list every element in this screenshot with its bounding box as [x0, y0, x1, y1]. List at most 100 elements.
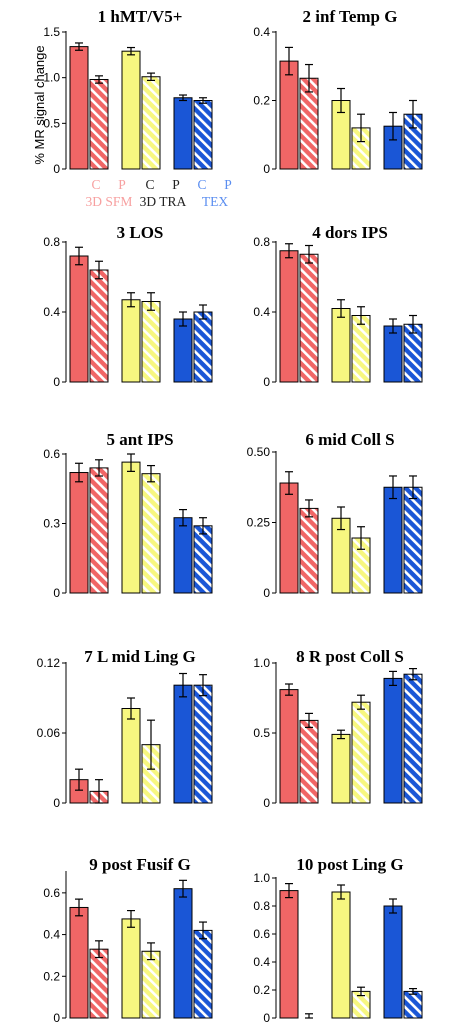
legend-code: P [118, 177, 126, 192]
bar-3d-sfm-p [299, 507, 319, 594]
y-tick-label: 0 [53, 796, 60, 810]
bar-tex-p [193, 684, 213, 804]
y-tick-label: 0.4 [253, 305, 270, 319]
legend-code: C [145, 177, 154, 192]
bar-3d-tra-p [141, 301, 161, 383]
bar-3d-tra-c [121, 461, 141, 594]
bar-3d-tra-p [141, 473, 161, 594]
y-tick-label: 0.50 [247, 445, 271, 459]
bar-3d-tra-c [331, 308, 351, 383]
y-tick-label: 0 [263, 375, 270, 389]
bar-3d-sfm-c [279, 689, 299, 804]
panel-5: 5 ant IPS 0 0.3 0.6 [43, 430, 213, 600]
y-axis-label: % MR signal change [32, 45, 47, 164]
legend-group: 3D TRA [140, 194, 187, 209]
bar-3d-sfm-p [89, 467, 109, 594]
legend-group: TEX [202, 194, 228, 209]
y-tick-label: 0.8 [43, 235, 60, 249]
bar-3d-tra-c [121, 918, 141, 1019]
legend-group: 3D SFM [86, 194, 133, 209]
panel-title: 3 LOS [117, 223, 164, 242]
bar-tex-p [403, 486, 423, 594]
bar-tex-p [193, 311, 213, 383]
panel-title: 2 inf Temp G [303, 7, 398, 26]
panel-title: 4 dors IPS [312, 223, 388, 242]
bar-3d-tra-p [351, 315, 371, 383]
panel-8: 8 R post Coll S 0 0.5 1.0 [253, 647, 423, 810]
panels: 1 hMT/V5+ 0 0.5 1.0 1.5 2 inf Temp G 0 0.2 0.4 3 … [37, 7, 423, 1025]
bar-3d-tra-c [121, 299, 141, 383]
bar-3d-tra-c [331, 891, 351, 1019]
legend-code: C [91, 177, 100, 192]
panel-title: 7 L mid Ling G [84, 647, 195, 666]
y-tick-label: 0.6 [43, 886, 60, 900]
legend: C P C P C P 3D SFM 3D TRA TEX [86, 177, 232, 209]
y-tick-label: 1.0 [43, 71, 60, 85]
bar-tex-c [173, 888, 193, 1019]
bar-tex-c [173, 97, 193, 170]
bar-tex-p [193, 929, 213, 1019]
y-tick-label: 0.4 [43, 928, 60, 942]
y-tick-label: 0.2 [253, 94, 270, 108]
legend-code: P [224, 177, 232, 192]
y-tick-label: 0.4 [253, 955, 270, 969]
bar-tex-c [383, 325, 403, 383]
bar-tex-p [193, 525, 213, 594]
y-tick-label: 0.8 [253, 235, 270, 249]
bar-3d-sfm-p [299, 719, 319, 804]
bar-tex-c [173, 517, 193, 594]
y-tick-label: 0.8 [253, 899, 270, 913]
y-tick-label: 0.06 [37, 726, 61, 740]
panel-7: 7 L mid Ling G 0 0.06 0.12 [37, 647, 213, 810]
y-tick-label: 0.6 [43, 447, 60, 461]
y-tick-label: 0.2 [43, 969, 60, 983]
y-tick-label: 0.12 [37, 656, 61, 670]
y-tick-label: 0.4 [253, 25, 270, 39]
y-tick-label: 0 [53, 586, 60, 600]
bar-tex-c [383, 905, 403, 1019]
panel-1: 1 hMT/V5+ 0 0.5 1.0 1.5 [43, 7, 213, 176]
y-tick-label: 0.2 [253, 983, 270, 997]
bar-tex-p [403, 673, 423, 804]
y-tick-label: 0.6 [253, 927, 270, 941]
panel-title: 10 post Ling G [296, 855, 403, 874]
bar-3d-sfm-c [69, 906, 89, 1019]
bar-tex-c [383, 677, 403, 804]
y-tick-label: 0 [263, 1011, 270, 1025]
y-tick-label: 0.3 [43, 517, 60, 531]
legend-code: C [197, 177, 206, 192]
panel-4: 4 dors IPS 0 0.4 0.8 [253, 223, 423, 389]
y-tick-label: 0 [53, 375, 60, 389]
bar-3d-tra-p [141, 950, 161, 1019]
y-tick-label: 1.5 [43, 25, 60, 39]
panel-title: 9 post Fusif G [89, 855, 191, 874]
panel-9: 9 post Fusif G 0 0.2 0.4 0.6 [43, 855, 213, 1025]
bar-3d-tra-c [121, 50, 141, 170]
y-tick-label: 0.5 [253, 726, 270, 740]
panel-title: 1 hMT/V5+ [98, 7, 183, 26]
panel-3: 3 LOS 0 0.4 0.8 [43, 223, 213, 389]
bar-tex-p [403, 990, 423, 1019]
legend-code: P [172, 177, 180, 192]
bar-tex-c [383, 486, 403, 594]
y-tick-label: 1.0 [253, 656, 270, 670]
y-tick-label: 0 [263, 586, 270, 600]
panel-10: 10 post Ling G 0 0.2 0.4 0.6 0.8 1.0 [253, 855, 423, 1025]
bar-3d-sfm-p [89, 948, 109, 1019]
panel-6: 6 mid Coll S 0 0.25 0.50 [247, 430, 423, 600]
panel-title: 8 R post Coll S [296, 647, 404, 666]
y-tick-label: 0.25 [247, 516, 271, 530]
panel-2: 2 inf Temp G 0 0.2 0.4 [253, 7, 423, 176]
y-tick-label: 0 [263, 796, 270, 810]
bar-3d-sfm-c [69, 255, 89, 383]
bar-3d-sfm-p [89, 78, 109, 170]
bar-3d-tra-p [141, 76, 161, 170]
y-tick-label: 0 [53, 162, 60, 176]
bar-3d-sfm-c [69, 46, 89, 170]
bar-3d-tra-c [121, 708, 141, 804]
bar-3d-sfm-c [279, 250, 299, 383]
bar-3d-sfm-p [299, 253, 319, 383]
bar-tex-p [193, 100, 213, 170]
bar-3d-sfm-c [279, 482, 299, 594]
